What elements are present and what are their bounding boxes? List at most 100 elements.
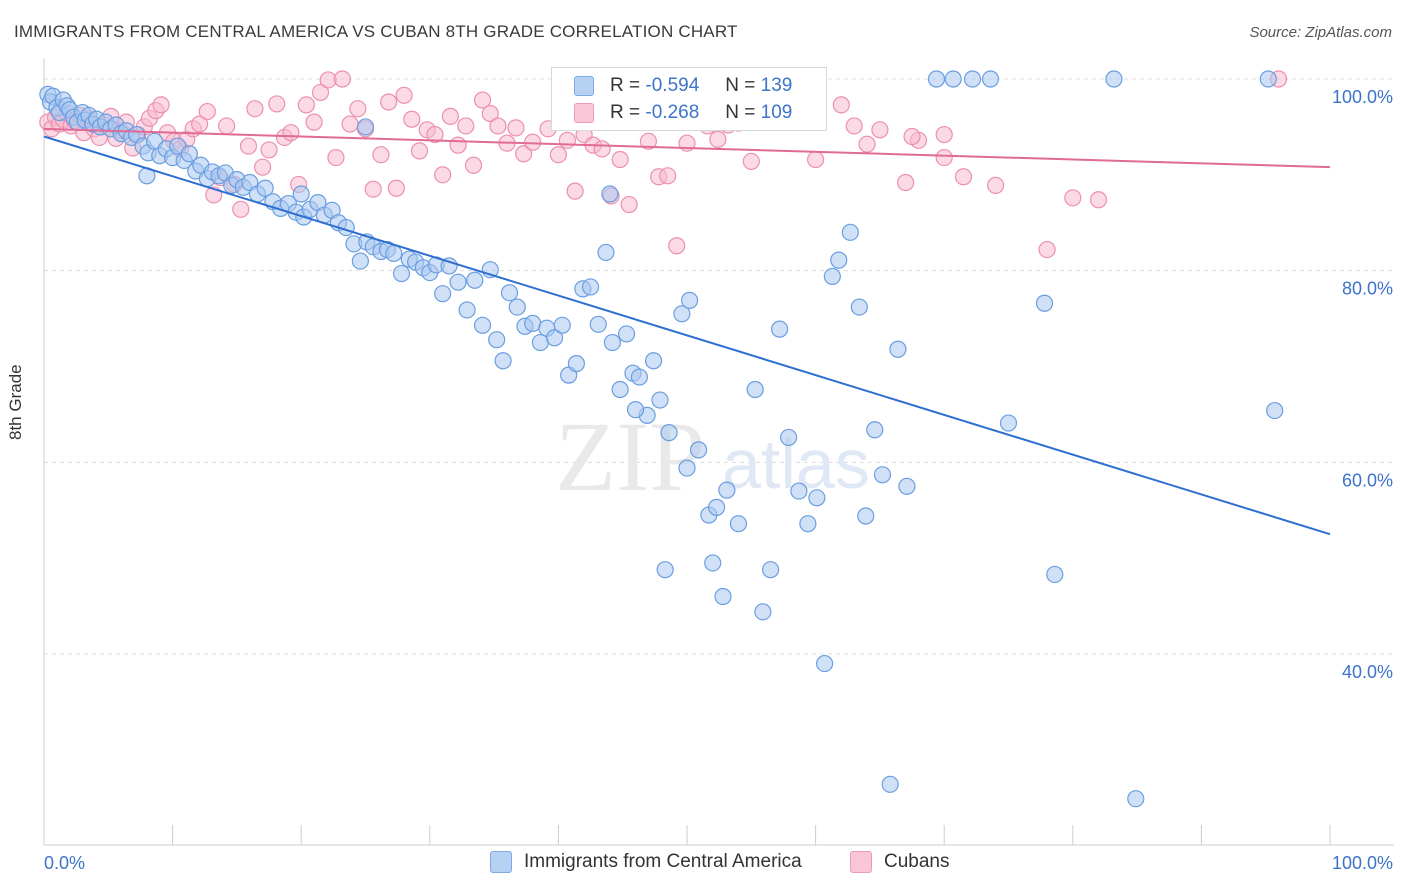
data-point-central-america	[180, 145, 198, 163]
data-point-central-america	[790, 482, 808, 500]
tick-labels: 40.0% 60.0% 80.0% 100.0% 0.0% 100.0%	[44, 87, 1393, 873]
data-point-central-america	[981, 70, 1000, 88]
data-point-cubans	[311, 83, 330, 102]
series-central-america	[39, 70, 1284, 808]
y-tick-label: 100.0%	[1332, 87, 1393, 107]
data-point-central-america	[873, 466, 892, 484]
data-point-central-america	[799, 515, 817, 533]
legend-n-value: 139	[760, 75, 793, 96]
data-point-central-america	[466, 271, 484, 289]
data-point-cubans	[282, 124, 300, 142]
data-point-central-america	[617, 325, 636, 343]
data-point-cubans	[457, 117, 475, 135]
data-point-central-america	[857, 507, 875, 525]
watermark-zip: ZIP	[555, 401, 705, 512]
legend-n-value: 109	[760, 102, 793, 123]
data-point-central-america	[508, 298, 526, 316]
data-point-central-america	[458, 301, 476, 319]
legend-swatch-blue	[490, 851, 512, 873]
data-point-central-america	[823, 267, 841, 286]
legend-n-label: N =	[725, 102, 756, 123]
data-point-cubans	[558, 131, 577, 149]
data-point-central-america	[553, 316, 571, 334]
data-point-cubans	[903, 127, 921, 146]
data-point-cubans	[987, 176, 1005, 194]
data-point-central-america	[603, 333, 622, 352]
data-point-cubans	[832, 96, 850, 114]
data-point-central-america	[660, 424, 678, 442]
data-point-central-america	[1046, 565, 1064, 584]
data-point-central-america	[644, 352, 663, 370]
data-point-cubans	[268, 95, 286, 113]
legend-r-value: -0.268	[645, 102, 700, 123]
data-point-cubans	[954, 168, 973, 186]
data-point-cubans	[410, 142, 429, 160]
data-point-cubans	[515, 145, 533, 163]
data-point-central-america	[963, 70, 982, 88]
data-point-cubans	[464, 156, 483, 174]
data-point-cubans	[260, 141, 278, 159]
data-point-central-america	[680, 291, 699, 309]
data-point-central-america	[581, 278, 600, 296]
data-point-cubans	[871, 121, 889, 139]
data-point-central-america	[808, 489, 826, 507]
data-point-cubans	[380, 93, 398, 111]
data-point-cubans	[489, 117, 507, 135]
source-credit: Source: ZipAtlas.com	[1249, 24, 1392, 41]
data-point-central-america	[351, 252, 369, 270]
y-tick-label: 60.0%	[1342, 470, 1393, 490]
legend-label: Immigrants from Central America	[524, 851, 802, 872]
data-point-cubans	[198, 102, 216, 121]
data-point-cubans	[246, 100, 264, 118]
data-point-central-america	[927, 70, 946, 88]
data-point-central-america	[545, 329, 564, 347]
legend-r-label: R =	[610, 102, 641, 123]
data-point-central-america	[850, 298, 868, 316]
legend-n-label: N =	[725, 75, 756, 96]
trend-lines	[43, 127, 1331, 536]
data-point-cubans	[441, 107, 459, 125]
data-point-central-america	[488, 331, 506, 349]
data-point-central-america	[392, 264, 411, 283]
data-point-central-america	[630, 368, 649, 386]
legend-r-label: R =	[610, 75, 641, 96]
y-tick-label: 80.0%	[1342, 279, 1393, 299]
data-point-central-america	[678, 459, 696, 477]
data-point-central-america	[656, 561, 674, 579]
legend-swatch-blue	[574, 76, 594, 96]
x-tick-label: 100.0%	[1332, 853, 1393, 873]
data-point-cubans	[481, 104, 499, 123]
data-point-central-america	[601, 185, 619, 203]
trend-line-central-america	[43, 135, 1331, 536]
data-point-cubans	[434, 166, 452, 184]
data-point-cubans	[935, 148, 953, 167]
data-point-central-america	[866, 421, 884, 439]
data-point-central-america	[689, 441, 708, 459]
data-point-central-america	[597, 243, 615, 262]
data-point-central-america	[1127, 790, 1145, 808]
data-point-cubans	[639, 132, 658, 150]
data-point-central-america	[256, 179, 274, 197]
data-point-central-america	[673, 305, 691, 323]
data-point-cubans	[742, 152, 760, 171]
data-point-central-america	[729, 515, 748, 533]
data-point-cubans	[1064, 189, 1082, 207]
x-tick-label: 0.0%	[44, 853, 85, 873]
data-point-cubans	[858, 135, 876, 153]
legend-swatch-pink	[850, 851, 872, 873]
data-point-central-america	[1035, 294, 1054, 312]
data-point-central-america	[999, 414, 1018, 432]
data-point-cubans	[449, 136, 467, 154]
data-point-cubans	[806, 150, 825, 169]
data-point-central-america	[761, 561, 780, 579]
data-point-cubans	[218, 117, 236, 135]
data-point-central-america	[770, 320, 789, 338]
data-point-central-america	[944, 70, 962, 88]
data-point-cubans	[709, 130, 727, 148]
data-point-central-america	[746, 380, 764, 399]
data-point-cubans	[426, 125, 444, 144]
data-point-cubans	[566, 182, 584, 200]
data-point-central-america	[611, 380, 629, 399]
data-point-central-america	[589, 315, 607, 333]
